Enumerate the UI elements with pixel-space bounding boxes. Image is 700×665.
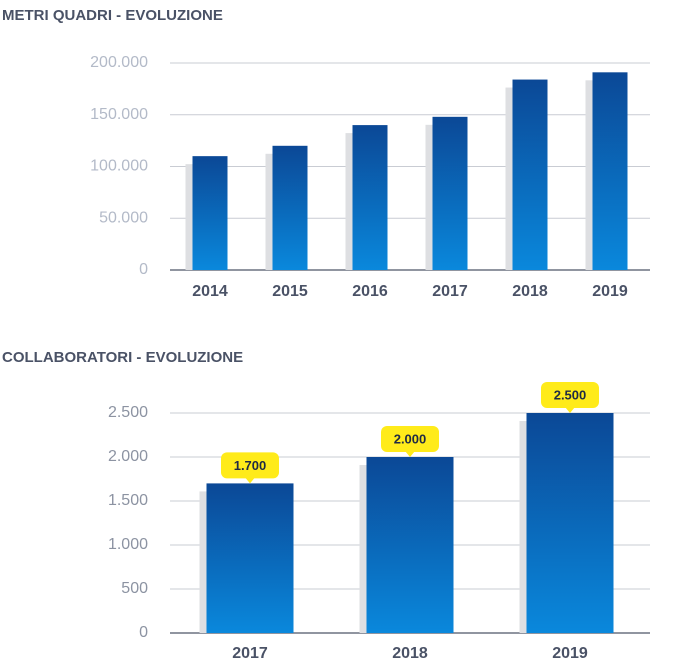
bar [512,79,548,270]
y-tick-label: 200.000 [90,54,148,71]
value-label-pointer [405,451,415,457]
x-tick-label: 2015 [272,283,308,300]
value-label-pointer [245,477,255,484]
value-label-bg [381,426,439,452]
x-tick-label: 2017 [232,645,268,662]
y-tick-label: 50.000 [99,209,148,226]
x-tick-label: 2017 [432,283,468,300]
bar [366,457,454,633]
x-tick-label: 2016 [352,283,388,300]
bar [592,72,628,270]
x-tick-label: 2018 [392,645,428,662]
chart-title: COLLABORATORI - EVOLUZIONE [2,349,243,366]
bar [206,483,294,633]
y-tick-label: 2.000 [108,448,148,465]
value-label-bg [221,452,279,479]
y-tick-label: 500 [121,580,148,597]
y-tick-label: 1.500 [108,492,148,509]
value-label: 2.000 [394,431,427,446]
bar [526,413,614,633]
y-tick-label: 1.000 [108,536,148,553]
y-tick-label: 0 [139,261,148,278]
bar [432,116,468,270]
value-label-pointer [565,407,575,413]
chart-title: METRI QUADRI - EVOLUZIONE [2,7,223,24]
y-tick-label: 150.000 [90,106,148,123]
bar [272,145,308,270]
value-label: 1.700 [234,458,267,473]
value-label-bg [541,382,599,408]
y-tick-label: 100.000 [90,158,148,175]
x-tick-label: 2019 [552,645,588,662]
x-tick-label: 2018 [512,283,548,300]
y-tick-label: 2.500 [108,404,148,421]
x-tick-label: 2019 [592,283,628,300]
bar [352,125,388,270]
y-tick-label: 0 [139,624,148,641]
x-tick-label: 2014 [192,283,228,300]
bar [192,156,228,270]
value-label: 2.500 [554,387,587,402]
